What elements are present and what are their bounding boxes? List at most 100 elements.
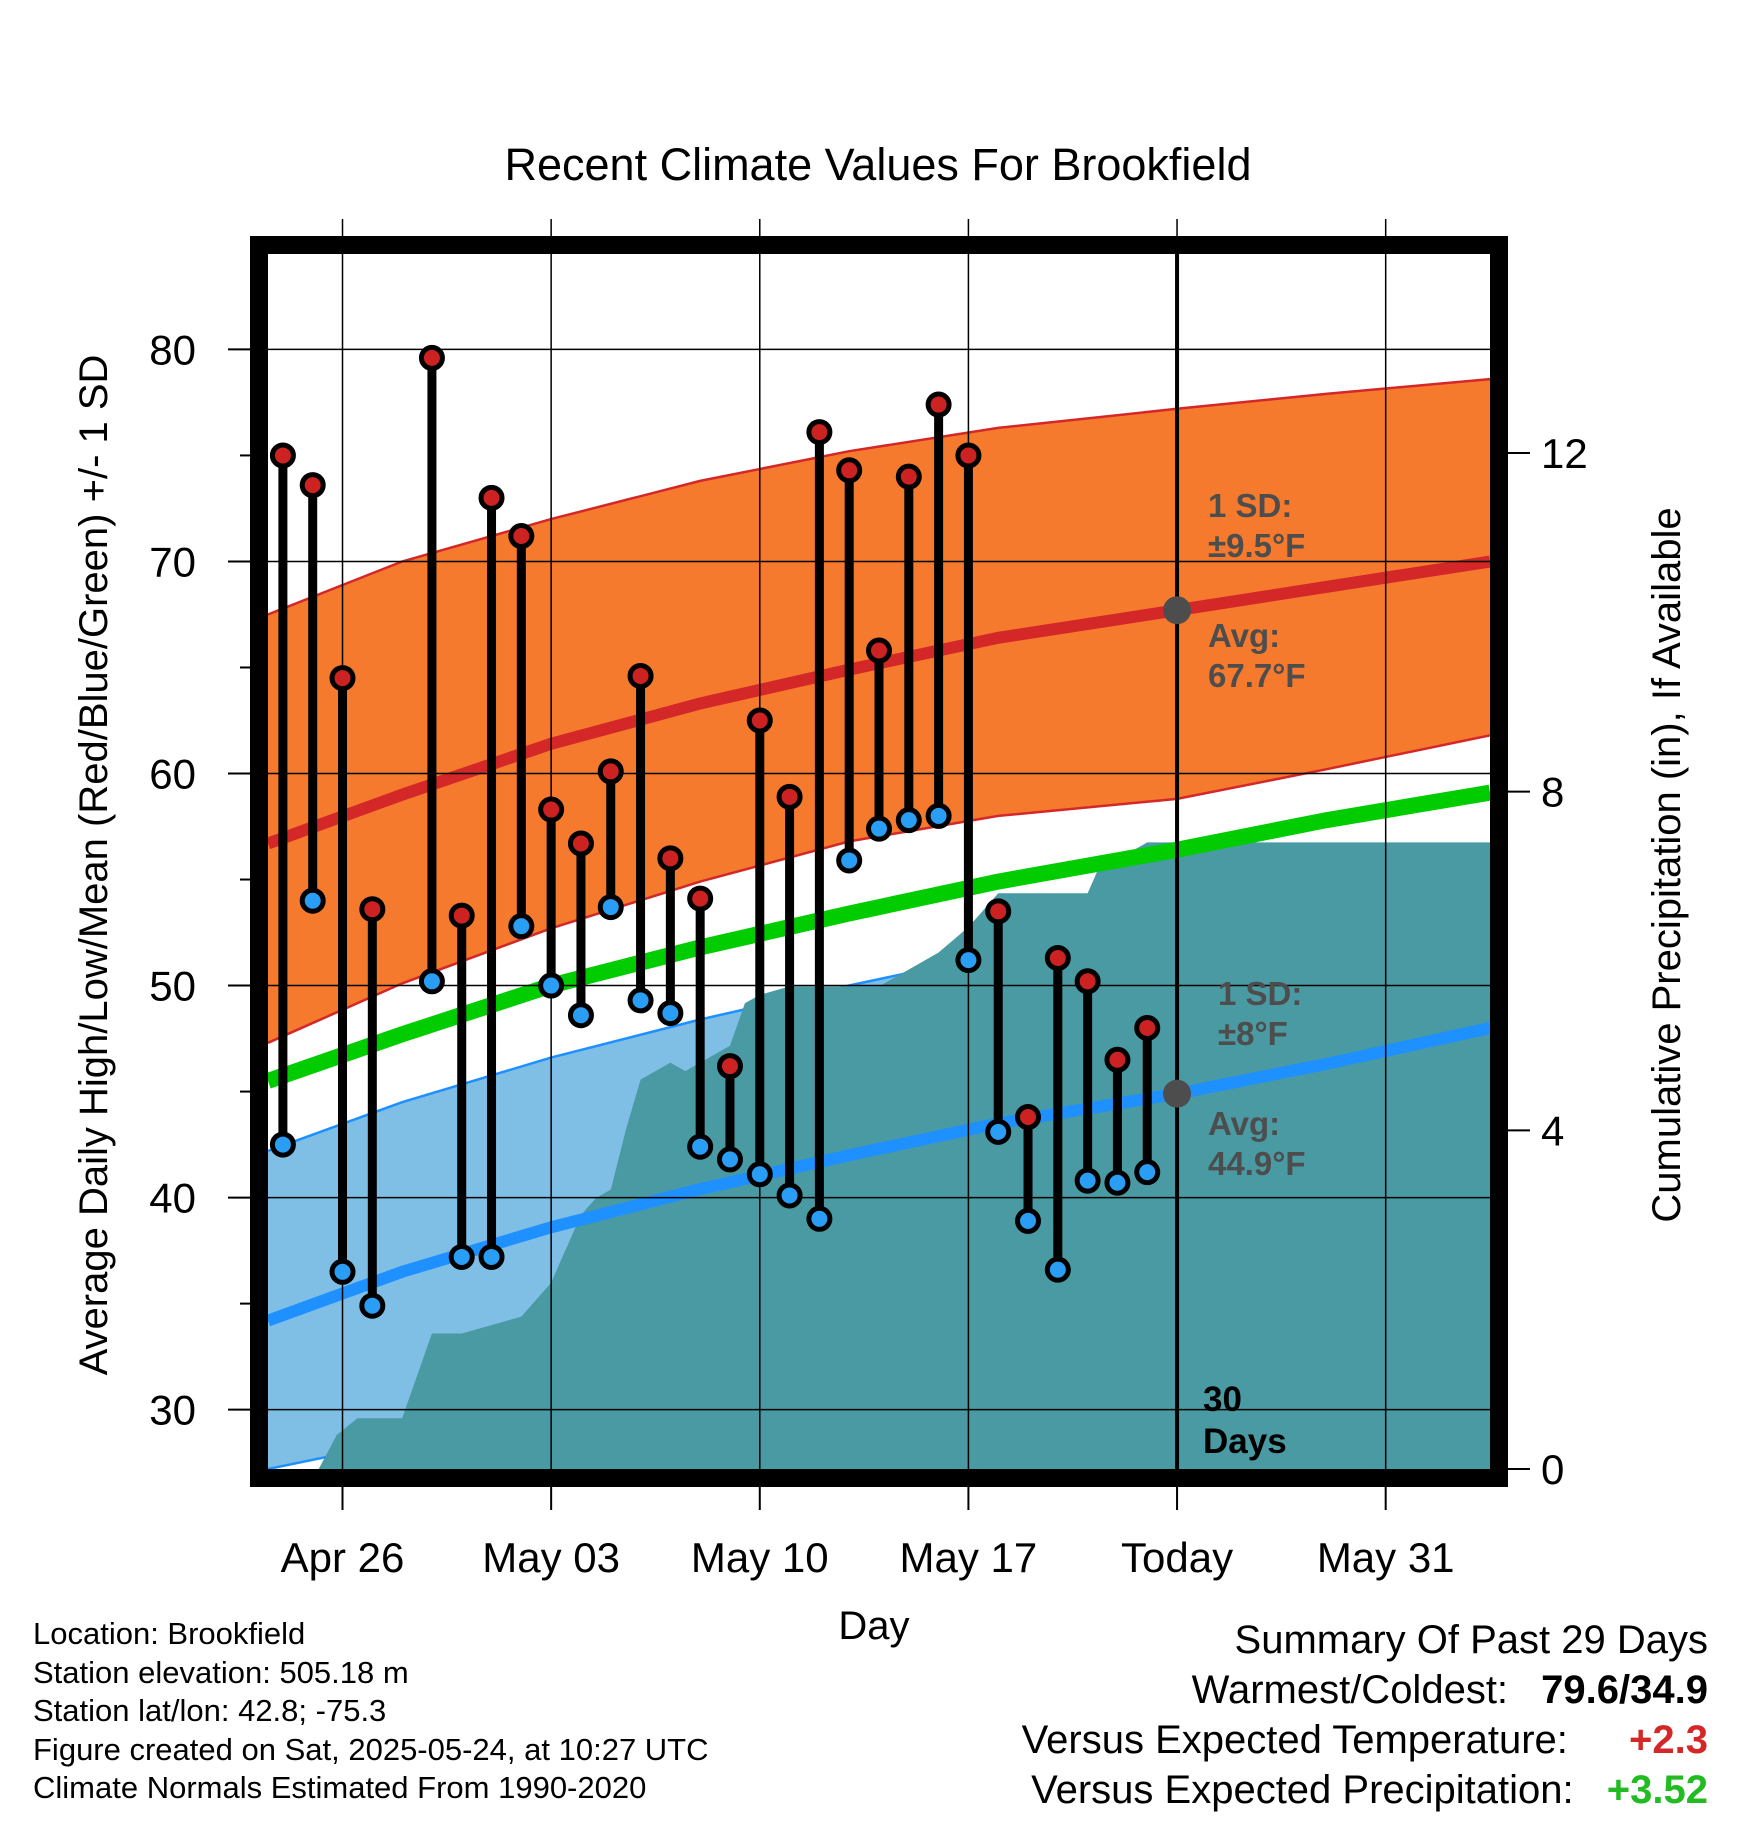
axes: 30 40 50 60 70 80 0 4 8 12 Apr 26 May 03 May 10 May 1… xyxy=(149,236,1588,1581)
obs-low-marker xyxy=(836,847,863,874)
obs-low-marker xyxy=(806,1205,833,1232)
obs-high-marker xyxy=(567,830,594,857)
obs-low-marker xyxy=(538,972,565,999)
obs-low-marker xyxy=(746,1161,773,1188)
x-tick-label: May 17 xyxy=(900,1534,1038,1581)
latlon-text: Station lat/lon: 42.8; -75.3 xyxy=(33,1693,387,1728)
precip-value: +3.52 xyxy=(1606,1768,1708,1812)
obs-high-marker xyxy=(746,707,773,734)
y-tick-label: 80 xyxy=(149,326,196,373)
obs-high-marker xyxy=(776,783,803,810)
x-tick-label: May 31 xyxy=(1317,1534,1455,1581)
obs-low-marker xyxy=(269,1131,296,1158)
obs-low-marker xyxy=(776,1182,803,1209)
obs-low-marker xyxy=(657,1000,684,1027)
obs-low-marker xyxy=(1044,1256,1071,1283)
plot-frame xyxy=(250,236,1508,1487)
obs-high-marker xyxy=(806,419,833,446)
summary-warmest-row: Warmest/Coldest: 79.6/34.9 xyxy=(1022,1665,1708,1715)
obs-low-marker xyxy=(925,802,952,829)
x-axis-label: Day xyxy=(838,1604,909,1648)
obs-low-marker xyxy=(359,1292,386,1319)
x-tick-label: May 03 xyxy=(482,1534,620,1581)
days-label-number: 30 xyxy=(1203,1380,1242,1419)
days-label-word: Days xyxy=(1203,1422,1287,1461)
high-sd-label: 1 SD: xyxy=(1208,487,1292,524)
high-band-upper-edge xyxy=(268,377,1490,616)
observations xyxy=(269,344,1192,1319)
obs-low-marker xyxy=(567,1002,594,1029)
y-tick-label: 40 xyxy=(149,1175,196,1222)
obs-high-marker xyxy=(866,637,892,664)
obs-low-marker xyxy=(1074,1167,1101,1194)
obs-high-marker xyxy=(329,665,356,692)
temp-value: +2.3 xyxy=(1629,1718,1708,1762)
obs-high-marker xyxy=(895,463,922,490)
obs-low-marker xyxy=(866,815,892,842)
obs-high-marker xyxy=(1015,1104,1042,1131)
temp-label: Versus Expected Temperature: xyxy=(1021,1718,1568,1762)
obs-high-marker xyxy=(538,796,565,823)
obs-low-marker xyxy=(955,947,982,974)
obs-high-marker xyxy=(716,1053,743,1080)
mean-avg-line xyxy=(268,784,1490,1089)
warmest-label: Warmest/Coldest: xyxy=(1191,1668,1509,1712)
obs-high-marker xyxy=(1134,1014,1161,1041)
low-avg-value: 44.9°F xyxy=(1208,1145,1306,1182)
summary-title: Summary Of Past 29 Days xyxy=(1234,1618,1708,1662)
obs-low-marker xyxy=(448,1243,475,1270)
obs-high-marker xyxy=(508,523,535,550)
y-axis-label: Average Daily High/Low/Mean (Red/Blue/Gr… xyxy=(72,355,116,1376)
annotations: 1 SD: ±9.5°F Avg: 67.7°F 1 SD: ±8°F Avg:… xyxy=(1203,487,1306,1461)
obs-low-marker xyxy=(597,894,624,921)
summary-temp-row: Versus Expected Temperature: +2.3 xyxy=(1022,1715,1708,1765)
obs-high-marker xyxy=(1104,1046,1131,1073)
normals-text: Climate Normals Estimated From 1990-2020 xyxy=(33,1770,647,1805)
y-tick-label: 30 xyxy=(149,1387,196,1434)
y2-axis-label: Cumulative Precipitation (in), If Availa… xyxy=(1645,507,1689,1222)
summary-panel: Summary Of Past 29 Days Warmest/Coldest:… xyxy=(1022,1615,1708,1815)
y2-tick-label: 12 xyxy=(1541,430,1588,477)
obs-low-marker xyxy=(1104,1169,1131,1196)
obs-high-marker xyxy=(687,885,714,912)
high-sd-value: ±9.5°F xyxy=(1208,527,1305,564)
obs-low-marker xyxy=(418,968,445,995)
high-avg-label: Avg: xyxy=(1208,617,1280,654)
obs-low-marker xyxy=(299,887,326,914)
warmest-value: 79.6/34.9 xyxy=(1541,1668,1708,1712)
y-tick-label: 50 xyxy=(149,963,196,1010)
y2-tick-label: 0 xyxy=(1541,1446,1564,1493)
station-info: Location: Brookfield Station elevation: … xyxy=(33,1615,709,1808)
obs-high-marker xyxy=(627,662,654,689)
obs-high-marker xyxy=(985,898,1012,925)
obs-low-marker xyxy=(1134,1159,1161,1186)
obs-low-marker xyxy=(895,807,922,834)
obs-high-marker xyxy=(418,344,445,371)
chart-title: Recent Climate Values For Brookfield xyxy=(505,139,1252,190)
obs-high-marker xyxy=(269,442,296,469)
obs-low-marker xyxy=(1015,1207,1042,1234)
obs-low-marker xyxy=(508,913,535,940)
low-sd-label: 1 SD: xyxy=(1218,975,1302,1012)
obs-high-marker xyxy=(448,902,475,929)
obs-low-marker xyxy=(329,1258,356,1285)
obs-high-marker xyxy=(597,758,624,785)
obs-high-marker xyxy=(657,845,684,872)
precipitation-area xyxy=(318,842,1490,1469)
x-tick-label: Today xyxy=(1121,1534,1233,1581)
location-text: Location: Brookfield xyxy=(33,1616,306,1651)
y2-tick-label: 8 xyxy=(1541,769,1564,816)
x-tick-label: May 10 xyxy=(691,1534,829,1581)
obs-low-marker xyxy=(687,1133,714,1160)
obs-low-marker xyxy=(627,987,654,1014)
obs-low-marker xyxy=(478,1243,505,1270)
obs-high-marker xyxy=(955,442,982,469)
low-avg-label: Avg: xyxy=(1208,1105,1280,1142)
obs-high-marker xyxy=(359,896,386,923)
obs-low-marker xyxy=(716,1146,743,1173)
obs-high-marker xyxy=(836,457,863,484)
obs-low-marker xyxy=(985,1118,1012,1145)
elevation-text: Station elevation: 505.18 m xyxy=(33,1654,409,1690)
plot-area xyxy=(268,377,1490,1469)
